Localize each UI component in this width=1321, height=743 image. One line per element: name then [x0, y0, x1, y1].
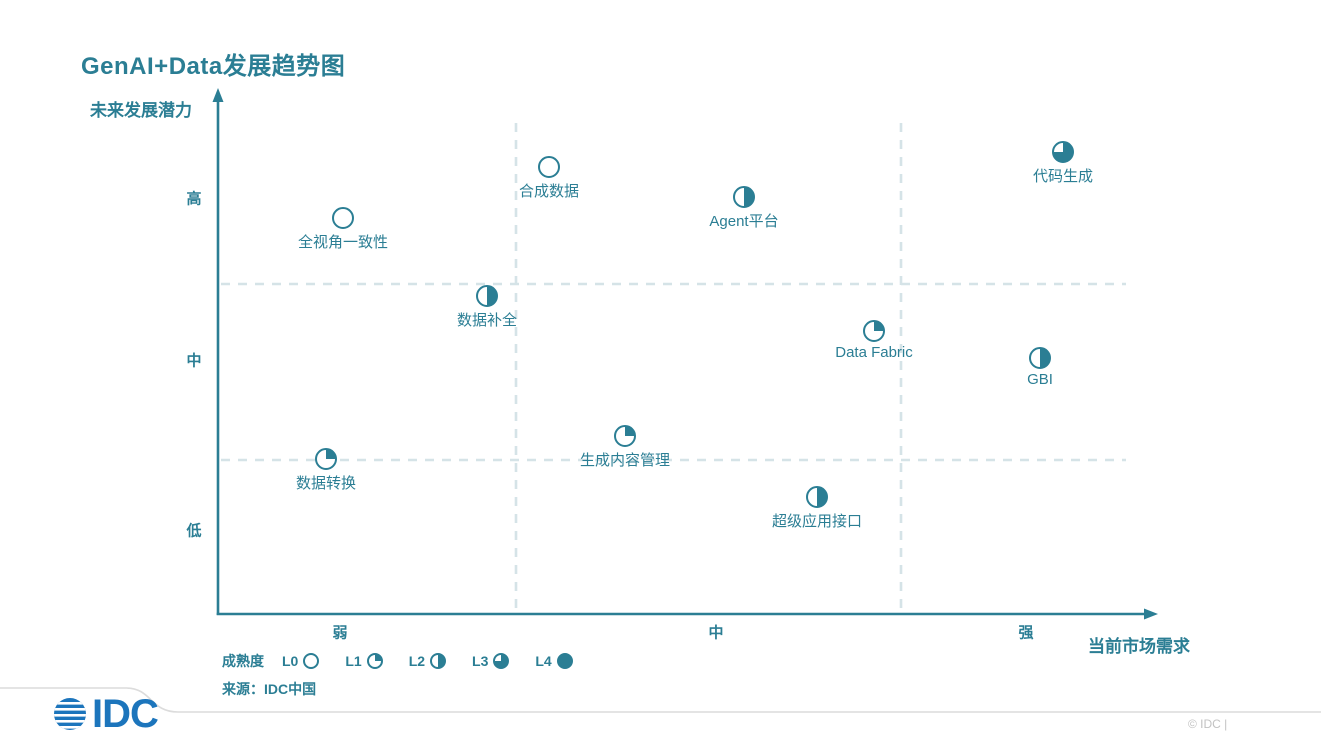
x-axis: [216, 608, 1158, 620]
y-tick-label: 中: [186, 352, 202, 370]
data-point-marker: [1052, 141, 1074, 163]
idc-logo: IDC: [52, 692, 159, 736]
legend-title: 成熟度: [222, 653, 264, 669]
data-point-label: 合成数据: [518, 183, 580, 200]
data-point-label: Data Fabric: [835, 344, 913, 361]
footer-divider: [0, 687, 1321, 713]
data-point-marker: [332, 207, 354, 229]
legend-maturity-icon: [430, 653, 447, 669]
data-point-marker: [315, 448, 337, 470]
idc-globe-icon: [54, 698, 86, 730]
data-point-label: 数据转换: [295, 475, 357, 492]
legend-maturity-icon: [366, 653, 383, 669]
data-point-marker: [863, 320, 885, 342]
legend-maturity-icon: [303, 653, 320, 669]
grid-lines: [221, 123, 1126, 612]
data-point-marker: [806, 486, 828, 508]
y-axis: [212, 88, 224, 615]
legend-maturity-icon: [493, 653, 510, 669]
legend-item: L1: [345, 653, 383, 669]
page-title: GenAI+Data发展趋势图: [81, 53, 346, 81]
x-tick-label: 弱: [332, 624, 348, 642]
idc-logo-text: IDC: [92, 692, 159, 736]
data-point-label: GBI: [1027, 371, 1053, 388]
data-point-label: 代码生成: [1032, 168, 1094, 185]
data-point-marker: [476, 285, 498, 307]
legend-item-label: L4: [535, 653, 552, 669]
copyright-text: © IDC |: [1188, 717, 1228, 731]
y-tick-label: 低: [186, 522, 202, 540]
y-axis-arrow-icon: [212, 88, 224, 102]
legend-maturity-icon: [556, 653, 573, 669]
y-tick-label: 高: [186, 190, 202, 208]
data-point-label: 超级应用接口: [771, 513, 863, 530]
data-point-marker: [1029, 347, 1051, 369]
legend-item: L0: [282, 653, 320, 669]
data-point-marker: [614, 425, 636, 447]
x-tick-label: 中: [708, 624, 724, 642]
source-note: 来源：IDC中国: [222, 681, 317, 697]
legend-item: L3: [472, 653, 510, 669]
data-point-label: 数据补全: [456, 312, 518, 329]
legend-item-label: L0: [282, 653, 299, 669]
data-point-label: 全视角一致性: [297, 234, 389, 251]
legend-item: L4: [535, 653, 573, 669]
x-axis-title: 当前市场需求: [1088, 637, 1190, 656]
x-axis-arrow-icon: [1144, 608, 1158, 620]
data-point-label: 生成内容管理: [579, 452, 671, 469]
data-point-marker: [733, 186, 755, 208]
data-point-label: Agent平台: [709, 213, 779, 230]
maturity-legend: 成熟度 L0 L1 L2 L3 L4: [222, 651, 573, 671]
legend-item-label: L2: [408, 653, 426, 669]
x-tick-label: 强: [1018, 624, 1034, 642]
legend-item: L2: [408, 653, 447, 669]
data-point-marker: [538, 156, 560, 178]
legend-item-label: L1: [345, 653, 362, 669]
y-axis-title: 未来发展潜力: [90, 101, 192, 120]
legend-item-label: L3: [472, 653, 489, 669]
